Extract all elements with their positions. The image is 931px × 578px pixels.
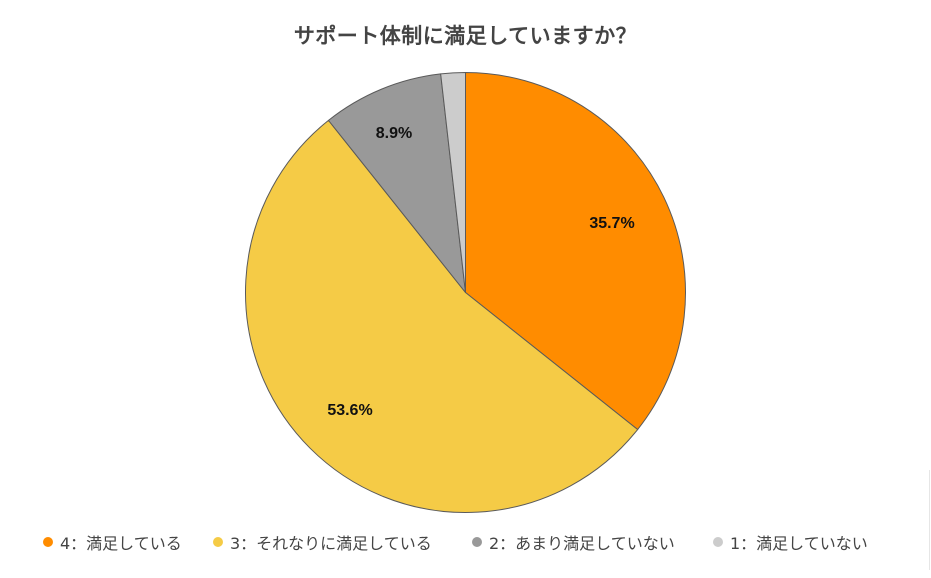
- legend-item-4-satisfied[interactable]: 4：満足している: [43, 530, 182, 554]
- slice-label-2: 8.9%: [376, 125, 412, 142]
- legend-label: 2：あまり満足していない: [489, 534, 675, 553]
- chart-legend: 4：満足している 3：それなりに満足している 2：あまり満足していない 1：満足…: [0, 530, 931, 554]
- pie-slices: [244, 72, 686, 514]
- pie-slice-4[interactable]: [465, 72, 686, 431]
- pie-slice-1[interactable]: [440, 72, 466, 293]
- legend-dot-icon: [713, 537, 723, 547]
- legend-label: 4：満足している: [60, 534, 182, 553]
- legend-item-1-not-satisfied[interactable]: 1：満足していない: [713, 530, 868, 554]
- legend-label: 1：満足していない: [730, 534, 868, 553]
- legend-label: 3：それなりに満足している: [230, 534, 432, 553]
- pie-slice-labels: 35.7% 53.6% 8.9%: [327, 125, 634, 419]
- legend-dot-icon: [43, 537, 53, 547]
- legend-dot-icon: [472, 537, 482, 547]
- legend-item-3-somewhat-satisfied[interactable]: 3：それなりに満足している: [213, 530, 432, 554]
- slice-label-3: 53.6%: [327, 402, 372, 419]
- chart-title: サポート体制に満足していますか？: [293, 24, 638, 48]
- panel-edge-divider: [929, 470, 930, 570]
- pie-slice-3[interactable]: [244, 119, 639, 514]
- legend-item-2-not-very-satisfied[interactable]: 2：あまり満足していない: [472, 530, 675, 554]
- pie-slice-2[interactable]: [327, 73, 466, 293]
- slice-label-4: 35.7%: [589, 215, 634, 232]
- legend-dot-icon: [213, 537, 223, 547]
